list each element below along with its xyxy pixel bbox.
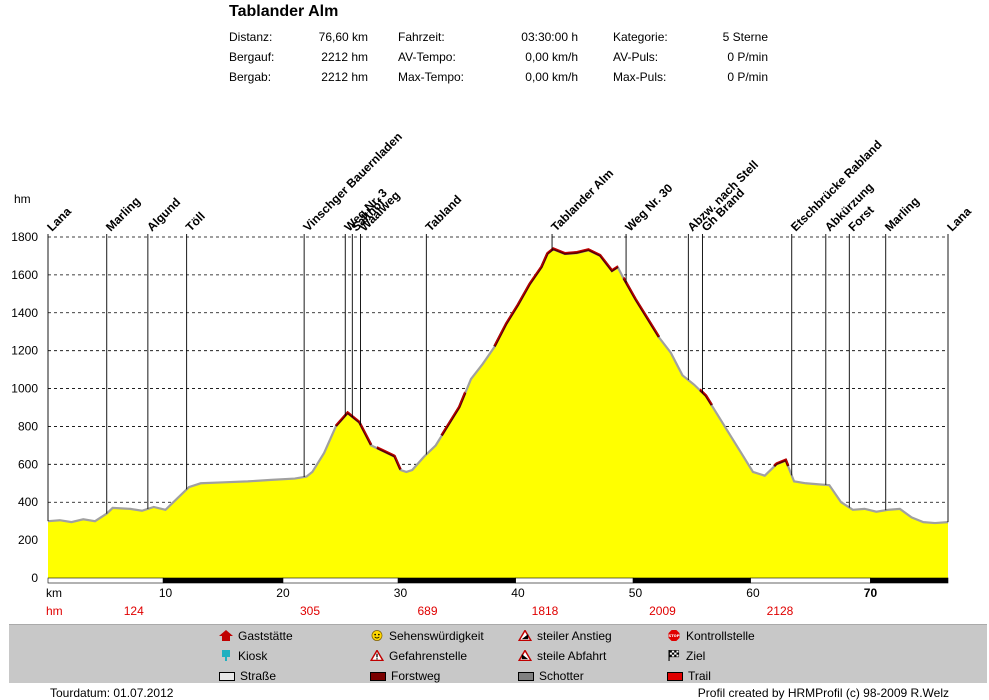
hm-row-value: 689	[417, 604, 437, 618]
elevation-area	[48, 249, 948, 578]
steep-segment	[376, 446, 402, 469]
legend-kontrollstelle: STOP Kontrollstelle	[668, 629, 755, 643]
steep-segment	[623, 276, 660, 337]
waypoint-label: Weg Nr. 30	[622, 181, 675, 234]
waypoint-label: Marling	[103, 194, 143, 234]
waypoint-label: Lana	[944, 204, 974, 234]
hm-row-value: 2128	[767, 604, 794, 618]
stat-max-tempo: Max-Tempo: 0,00 km/h	[398, 70, 578, 84]
legend-forstweg: Forstweg	[370, 669, 440, 683]
hm-row-label: hm	[46, 604, 63, 618]
surface-bar-segment	[870, 577, 949, 584]
waypoint-label: Tabland	[423, 192, 465, 234]
tour-title: Tablander Alm	[229, 3, 339, 20]
trail-swatch-icon	[667, 672, 683, 681]
waypoint-label: Lana	[44, 204, 74, 234]
waypoint-label: Töll	[183, 209, 208, 234]
hm-row-value: 305	[300, 604, 320, 618]
legend: Gaststätte Kiosk Straße Sehenswürdigkeit…	[9, 624, 987, 683]
y-tick-label: 400	[18, 495, 38, 509]
legend-steile-abfahrt: steile Abfahrt	[518, 649, 606, 663]
surface-bar-segment	[282, 577, 399, 584]
hm-row-value: 124	[124, 604, 144, 618]
kiosk-icon	[222, 650, 230, 661]
forest-road-swatch-icon	[370, 672, 386, 681]
y-tick-label: 1200	[11, 344, 38, 358]
surface-bar-segment	[397, 577, 516, 584]
x-tick-label: 10	[159, 586, 173, 600]
road-swatch-icon	[219, 672, 235, 681]
x-tick-label: 40	[511, 586, 525, 600]
x-tick-label: 20	[276, 586, 290, 600]
surface-bar-segment	[162, 577, 284, 584]
smiley-icon	[371, 630, 383, 641]
x-tick-label: 60	[746, 586, 760, 600]
waypoint-label: Marling	[882, 194, 922, 234]
y-tick-label: 0	[31, 571, 38, 585]
stat-max-puls: Max-Puls: 0 P/min	[613, 70, 768, 84]
legend-steiler-anstieg: steiler Anstieg	[518, 629, 612, 643]
warning-icon	[370, 650, 384, 661]
surface-bar-segment	[750, 577, 871, 584]
house-icon	[219, 630, 233, 641]
stat-bergauf: Bergauf: 2212 hm	[229, 50, 368, 64]
x-tick-label: 30	[394, 586, 408, 600]
y-tick-label: 600	[18, 457, 38, 471]
y-tick-label: 1400	[11, 306, 38, 320]
stat-kategorie: Kategorie: 5 Sterne	[613, 30, 768, 44]
waypoint-label: Tablander Alm	[548, 166, 616, 234]
legend-gefahrenstelle: Gefahrenstelle	[370, 649, 467, 663]
y-axis-label: hm	[14, 192, 31, 206]
stat-bergab: Bergab: 2212 hm	[229, 70, 368, 84]
legend-ziel: Ziel	[667, 649, 705, 663]
tour-date: Tourdatum: 01.07.2012	[50, 686, 174, 700]
legend-kiosk: Kiosk	[219, 649, 267, 663]
credits: Profil created by HRMProfil (c) 98-2009 …	[697, 686, 949, 700]
surface-bar-segment	[47, 577, 164, 584]
stat-distanz: Distanz: 76,60 km	[229, 30, 368, 44]
steep-segment	[441, 391, 466, 435]
stat-av-puls: AV-Puls: 0 P/min	[613, 50, 768, 64]
hm-row-value: 2009	[649, 604, 676, 618]
stat-fahrzeit: Fahrzeit: 03:30:00 h	[398, 30, 578, 44]
gravel-swatch-icon	[518, 672, 534, 681]
x-axis-label: km	[46, 586, 62, 600]
stat-av-tempo: AV-Tempo: 0,00 km/h	[398, 50, 578, 64]
steep-up-icon	[518, 630, 532, 641]
legend-strasse: Straße	[219, 669, 276, 683]
steep-segment	[335, 410, 372, 445]
hm-row-value: 1818	[532, 604, 559, 618]
y-tick-label: 1600	[11, 268, 38, 282]
x-tick-label: 70	[864, 586, 878, 600]
y-tick-label: 200	[18, 533, 38, 547]
steep-segment	[493, 247, 619, 346]
legend-schotter: Schotter	[518, 669, 584, 683]
legend-trail: Trail	[667, 669, 711, 683]
y-tick-label: 1800	[11, 230, 38, 244]
elevation-chart: hm 0 200 400 600 800 1000 1200 1400 1600 1800 Lana M…	[11, 130, 974, 618]
y-tick-label: 1000	[11, 382, 38, 396]
y-tick-label: 800	[18, 419, 38, 433]
waypoint-label: Abzw. nach Stell	[685, 158, 762, 235]
waypoint-label: Algund	[144, 195, 183, 234]
surface-bar-segment	[632, 577, 751, 584]
finish-flag-icon	[668, 650, 680, 661]
stop-icon: STOP	[668, 630, 680, 641]
steep-down-icon	[518, 650, 532, 661]
legend-gaststaette: Gaststätte	[219, 629, 293, 643]
legend-sehenswuerdigkeit: Sehenswürdigkeit	[370, 629, 484, 643]
steep-segment	[773, 458, 789, 466]
x-tick-label: 50	[629, 586, 643, 600]
svg-text:STOP: STOP	[669, 634, 680, 638]
surface-bar-segment	[515, 577, 634, 584]
